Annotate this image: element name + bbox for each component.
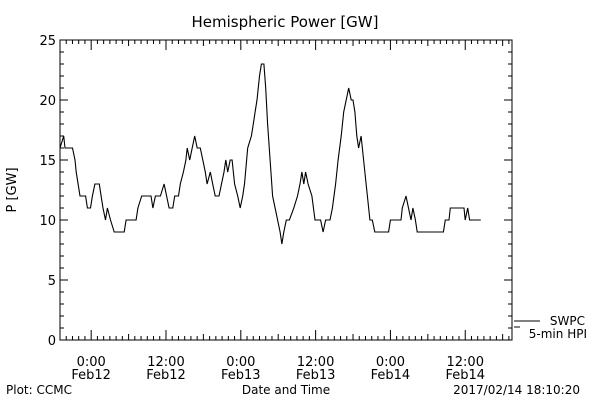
y-tick-label: 0 — [48, 334, 56, 349]
series-line-swpc — [59, 63, 481, 245]
y-tick-label: 5 — [48, 274, 56, 289]
y-axis-label: P [GW] — [5, 167, 20, 212]
y-axis: 0 5 10 15 20 25 — [39, 34, 512, 349]
plot-credit: Plot: CCMC — [6, 383, 72, 397]
plot-frame — [59, 39, 513, 341]
x-tick-time-label: 0:00 — [77, 355, 106, 370]
x-tick-date-label: Feb12 — [71, 368, 111, 383]
x-tick-date-label: Feb12 — [146, 368, 186, 383]
x-tick-time-label: 0:00 — [226, 355, 255, 370]
series-layer — [59, 63, 481, 245]
x-tick-time-label: 12:00 — [447, 355, 484, 370]
x-tick-date-label: Feb13 — [221, 368, 261, 383]
plot-timestamp: 2017/02/14 18:10:20 — [453, 383, 580, 397]
y-tick-label: 10 — [39, 214, 56, 229]
y-tick-label: 25 — [39, 34, 56, 49]
x-tick-time-label: 12:00 — [297, 355, 334, 370]
y-tick-label: 15 — [39, 154, 56, 169]
x-tick-time-label: 0:00 — [376, 355, 405, 370]
x-tick-date-label: Feb14 — [371, 368, 411, 383]
legend-hpi-label: 5-min HPI — [529, 327, 587, 341]
y-tick-label: 20 — [39, 94, 56, 109]
legend: SWPC 5-min HPI — [514, 314, 587, 341]
x-tick-date-label: Feb14 — [445, 368, 485, 383]
x-tick-date-label: Feb13 — [296, 368, 336, 383]
x-tick-time-label: 12:00 — [147, 355, 184, 370]
chart-title: Hemispheric Power [GW] — [192, 13, 379, 31]
x-axis: 0:00Feb1212:00Feb120:00Feb1312:00Feb130:… — [59, 40, 510, 383]
legend-swpc-label: SWPC — [550, 314, 585, 328]
x-axis-label: Date and Time — [242, 383, 330, 397]
